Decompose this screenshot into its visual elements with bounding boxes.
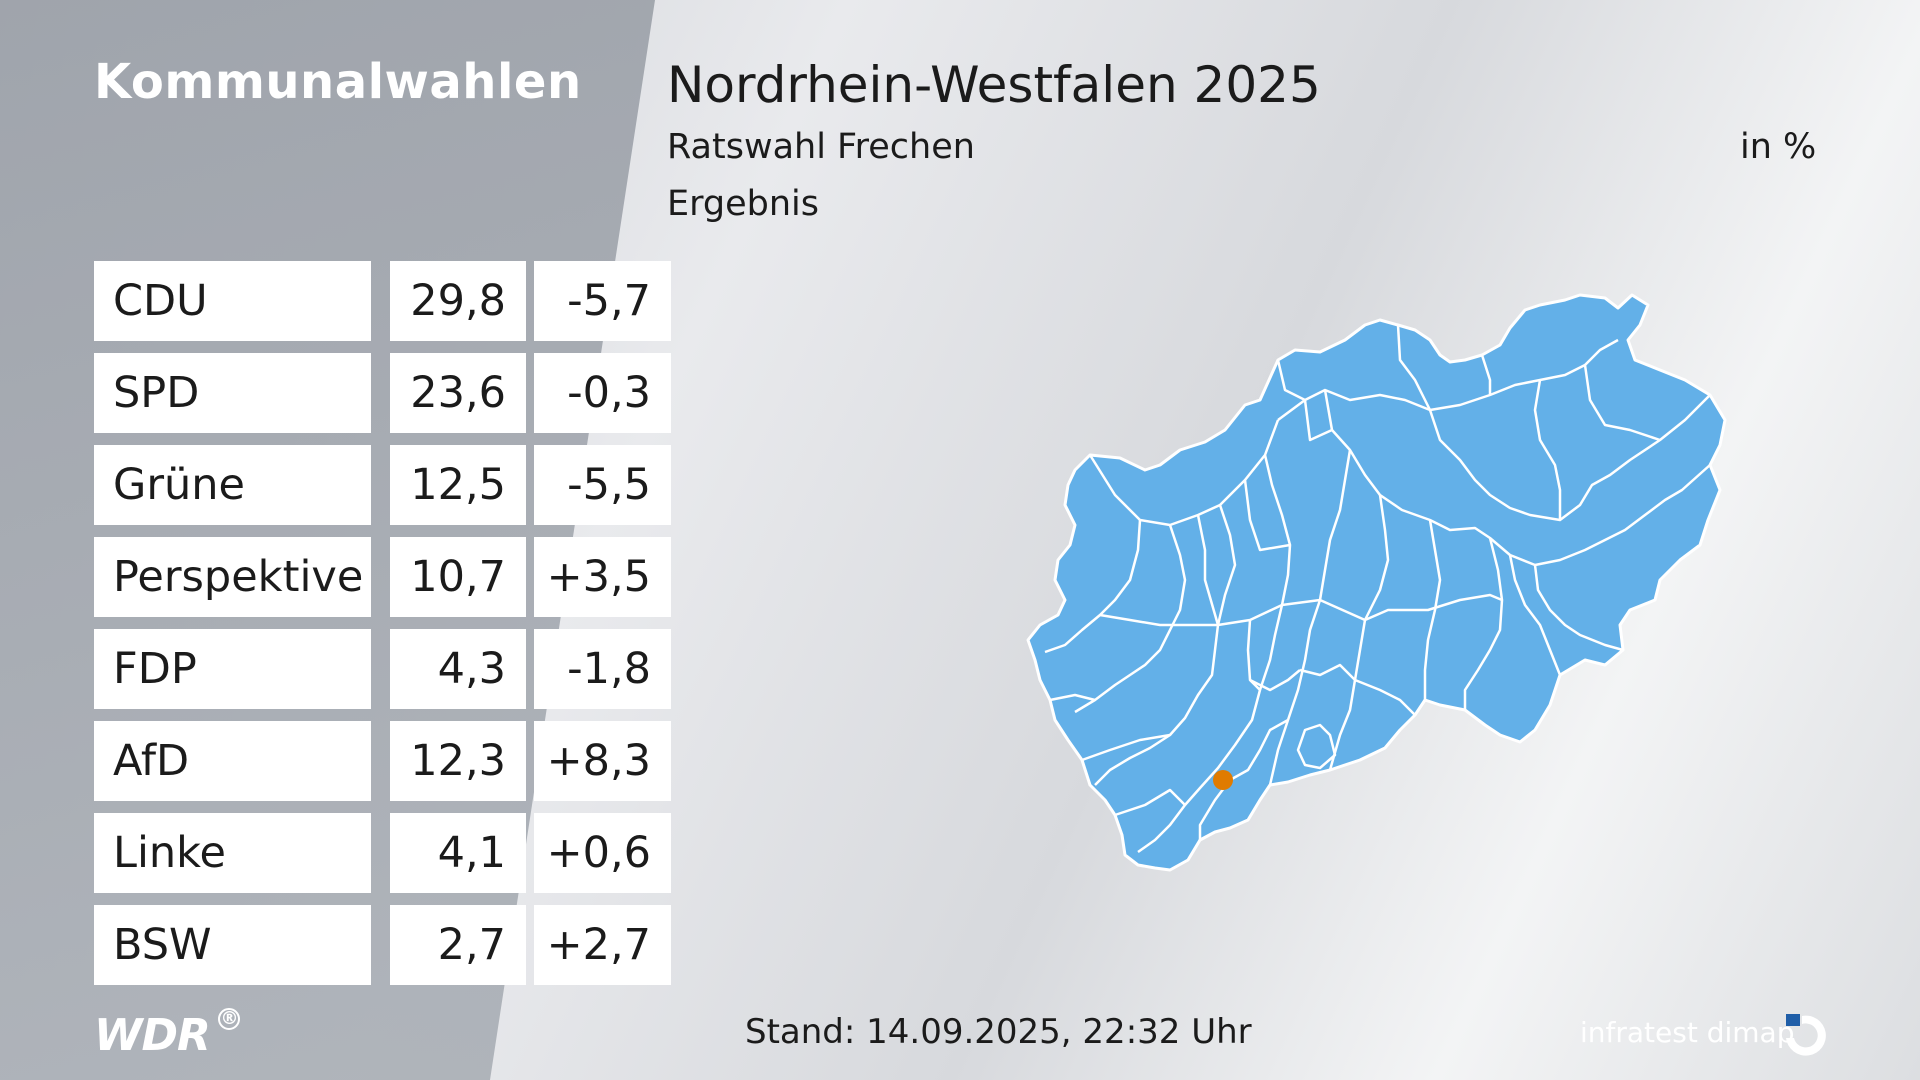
registered-icon: ® <box>218 1008 240 1030</box>
nrw-map <box>1026 293 1727 872</box>
page-subtitle-result: Ergebnis <box>667 184 819 224</box>
party-name: Linke <box>94 813 371 893</box>
district-borders <box>1044 324 1711 854</box>
page-title: Nordrhein-Westfalen 2025 <box>667 56 1321 114</box>
party-name: BSW <box>94 905 371 985</box>
frechen-location-marker <box>1213 770 1233 790</box>
party-diff: +3,5 <box>534 537 671 617</box>
party-name: SPD <box>94 353 371 433</box>
page-subtitle: Ratswahl Frechen <box>667 127 975 167</box>
party-value: 29,8 <box>390 261 526 341</box>
infratest-dimap-icon <box>1786 1014 1826 1056</box>
party-value: 4,1 <box>390 813 526 893</box>
party-value: 12,3 <box>390 721 526 801</box>
party-diff: -0,3 <box>534 353 671 433</box>
timestamp-label: Stand: 14.09.2025, 22:32 Uhr <box>745 1012 1252 1052</box>
wdr-logo-text: WDR <box>94 1010 211 1061</box>
party-name: CDU <box>94 261 371 341</box>
wdr-logo: WDR ® <box>94 1008 240 1061</box>
party-name: AfD <box>94 721 371 801</box>
party-name: Grüne <box>94 445 371 525</box>
party-name: Perspektive <box>94 537 371 617</box>
party-value: 23,6 <box>390 353 526 433</box>
party-value: 10,7 <box>390 537 526 617</box>
party-value: 4,3 <box>390 629 526 709</box>
party-diff: -5,7 <box>534 261 671 341</box>
party-diff: -5,5 <box>534 445 671 525</box>
party-value: 2,7 <box>390 905 526 985</box>
unit-label: in % <box>1740 127 1817 167</box>
party-diff: +2,7 <box>534 905 671 985</box>
nrw-state-outline <box>1026 293 1727 872</box>
party-name: FDP <box>94 629 371 709</box>
party-diff: +8,3 <box>534 721 671 801</box>
source-label: infratest dimap <box>1580 1016 1795 1049</box>
header-section-title: Kommunalwahlen <box>94 54 582 110</box>
party-diff: -1,8 <box>534 629 671 709</box>
party-value: 12,5 <box>390 445 526 525</box>
party-diff: +0,6 <box>534 813 671 893</box>
